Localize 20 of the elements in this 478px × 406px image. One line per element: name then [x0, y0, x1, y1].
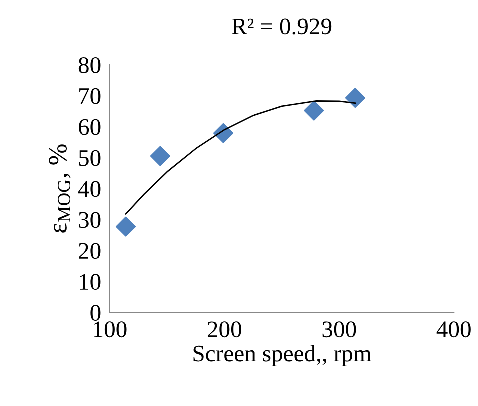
x-tick-label: 100	[94, 322, 127, 338]
x-tick-label: 300	[322, 322, 356, 338]
y-tick-label: 10	[80, 274, 101, 290]
x-axis-title: Screen speed,, rpm	[194, 345, 372, 367]
point	[150, 146, 170, 166]
y-tick-label: 70	[80, 88, 101, 104]
y-tick-label: 20	[79, 243, 101, 260]
y-tick-label: 80	[78, 57, 101, 74]
point	[116, 216, 136, 237]
y-tick-label: 50	[79, 150, 101, 166]
chart-title: R² = 0.929	[232, 18, 332, 35]
x-tick-label: 400	[436, 322, 471, 338]
x-tick-label: 200	[208, 322, 242, 338]
y-tick-label: 60	[79, 119, 101, 136]
y-tick-label: 40	[78, 181, 101, 198]
point	[304, 100, 324, 121]
y-axis-title: ε$_{MOG}$, %	[49, 144, 71, 233]
y-tick-label: 30	[79, 212, 101, 228]
y-tick-label: 0	[90, 305, 101, 322]
point	[345, 88, 366, 108]
